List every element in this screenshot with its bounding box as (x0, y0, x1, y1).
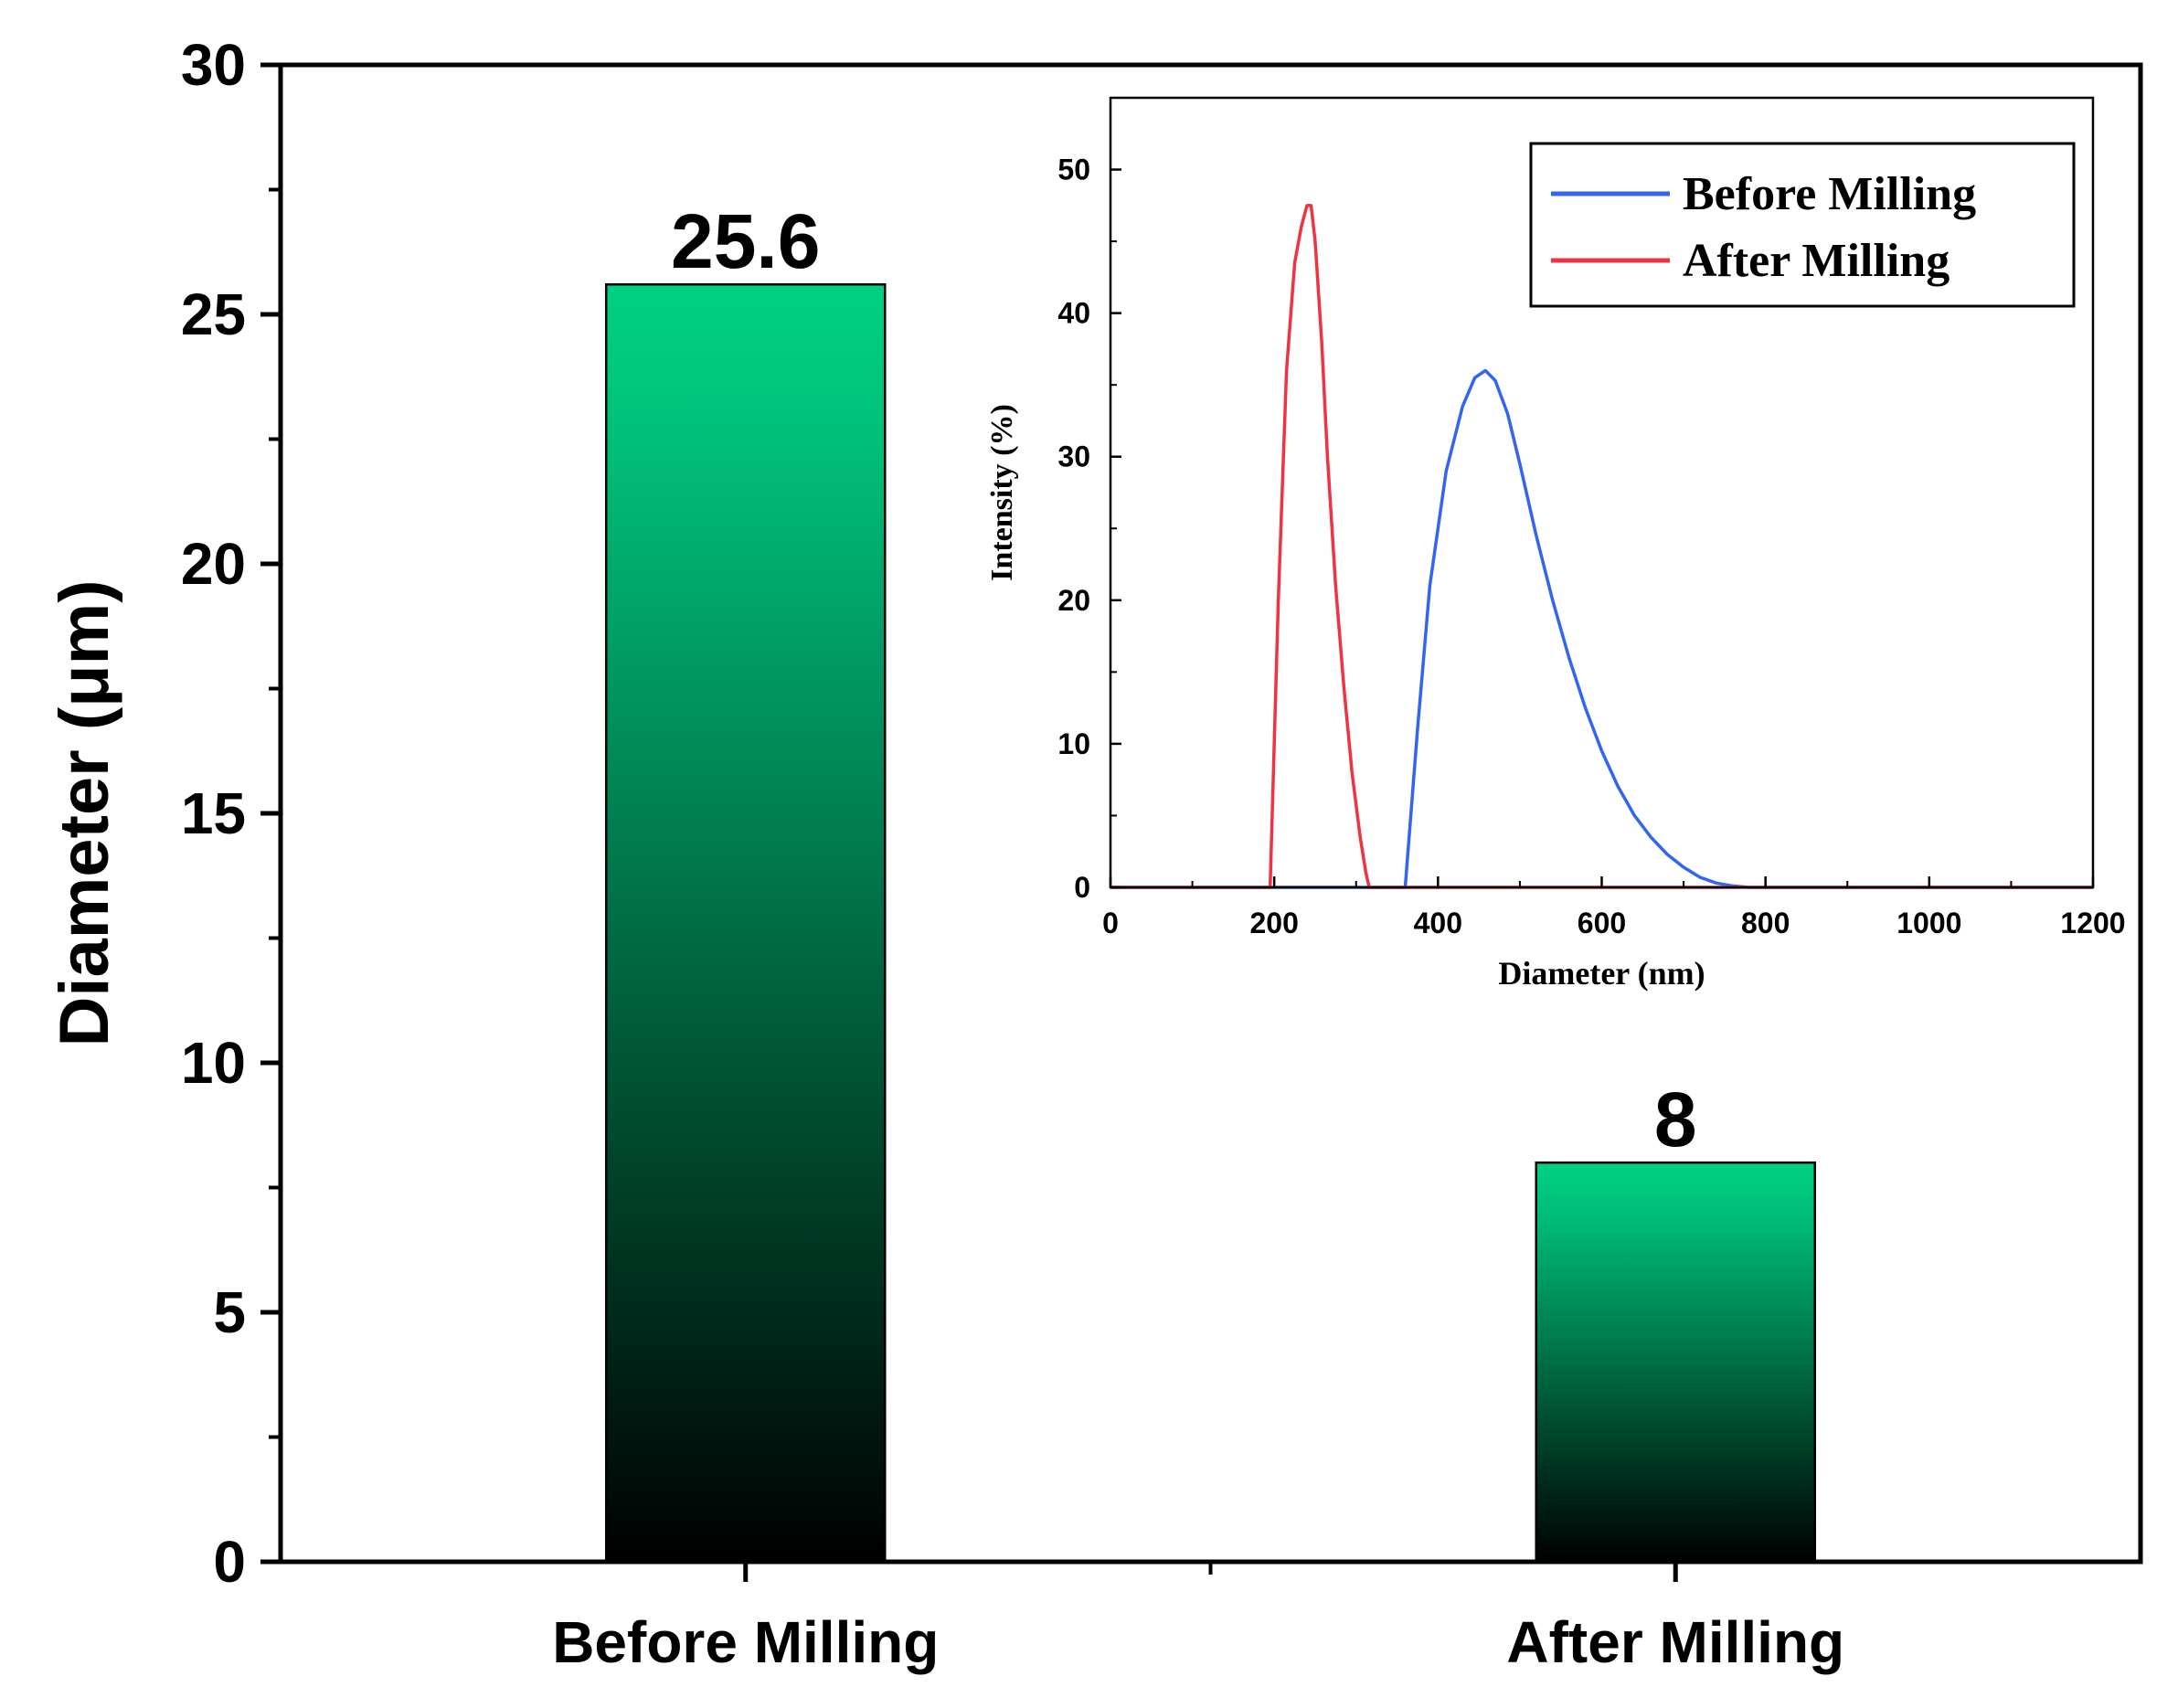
legend-label: After Milling (1683, 235, 1950, 287)
y-tick-label: 30 (181, 32, 246, 98)
y-axis-label: Diameter (μm) (46, 579, 123, 1046)
inset-y-tick-label: 10 (1057, 727, 1090, 760)
bar-value-label: 8 (1654, 1077, 1697, 1162)
x-tick-label: After Milling (1506, 1609, 1844, 1675)
bar-value-labels: 25.68 (671, 198, 1697, 1162)
inset-x-tick-label: 400 (1414, 907, 1462, 939)
inset-x-tick-label: 200 (1249, 907, 1298, 939)
inset-y-tick-label: 20 (1057, 584, 1090, 617)
series-line-after-milling (1110, 204, 2093, 889)
x-tick-label: Before Milling (552, 1609, 939, 1675)
y-tick-label: 10 (181, 1030, 246, 1096)
inset-x-axis-label: Diameter (nm) (1498, 955, 1705, 992)
inset-x-tick-label: 800 (1741, 907, 1790, 939)
inset-y-tick-label: 30 (1057, 440, 1090, 473)
inset-plot-frame (1109, 96, 2095, 889)
series-lines (1110, 204, 2093, 889)
y-tick-label: 15 (181, 780, 246, 846)
legend-label: Before Milling (1683, 168, 1976, 220)
y-tick-label: 25 (181, 281, 246, 347)
y-tick-label: 5 (213, 1279, 246, 1345)
y-axis-ticks: 0 5 10 15 20 25 30 (181, 32, 281, 1595)
inset-x-tick-label: 0 (1102, 907, 1119, 939)
y-tick-label: 20 (181, 531, 246, 597)
inset-y-axis-ticks: 0 10 20 30 40 50 (1057, 154, 1121, 904)
legend: Before Milling After Milling (1529, 142, 2076, 308)
inset-x-tick-label: 1000 (1896, 907, 1961, 939)
inset-x-tick-label: 600 (1578, 907, 1626, 939)
series-line-before-milling (1110, 368, 2093, 889)
inset-x-axis-ticks: 0 200 400 600 800 1000 1200 (1102, 876, 2126, 939)
plot-frame (278, 62, 2143, 1565)
inset-y-axis-label: Intensity (%) (985, 404, 1019, 581)
bar-value-label: 25.6 (671, 198, 821, 284)
bar-after-milling (1535, 1161, 1816, 1564)
bars-group (605, 282, 1816, 1564)
bar-before-milling (605, 282, 887, 1564)
legend-items: Before Milling After Milling (1551, 168, 1976, 287)
inset-y-tick-label: 50 (1057, 154, 1090, 186)
inset-x-tick-label: 1200 (2060, 907, 2125, 939)
y-tick-label: 0 (213, 1529, 246, 1595)
x-axis-ticks: Before Milling After Milling (552, 1562, 1844, 1675)
inset-y-tick-label: 40 (1057, 297, 1090, 330)
legend-box (1529, 142, 2076, 308)
inset-line-chart: 0 10 20 30 40 50 0 200 400 600 800 1000 1200 Diamet… (985, 96, 2126, 992)
inset-y-tick-label: 0 (1074, 871, 1090, 904)
